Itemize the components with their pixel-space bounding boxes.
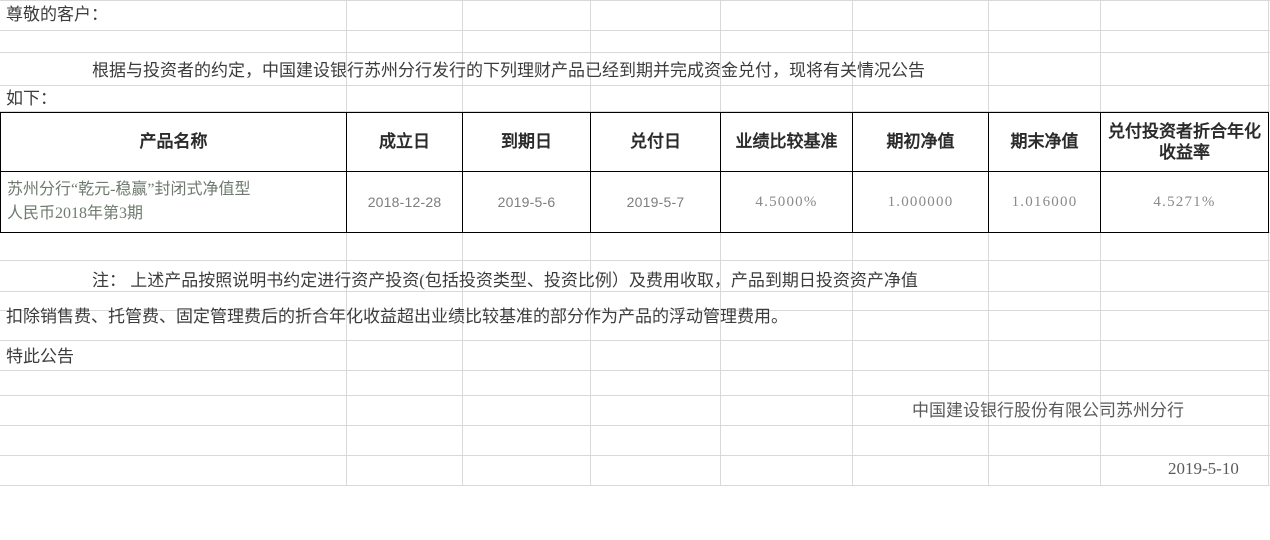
cell-initial-nav: 1.000000 [852, 171, 989, 233]
grid-row-line [0, 52, 1270, 53]
note-line2: 扣除销售费、托管费、固定管理费后的折合年化收益超出业绩比较基准的部分作为产品的浮… [6, 307, 788, 326]
grid-row-line [0, 310, 1270, 311]
table-row: 苏州分行“乾元-稳赢”封闭式净值型 人民币2018年第3期 2018-12-28… [0, 171, 1269, 233]
greeting-text: 尊敬的客户： [6, 5, 108, 24]
cell-maturity-date: 2019-5-6 [462, 171, 591, 233]
grid-col-line [590, 0, 591, 485]
grid-row-line [0, 340, 1270, 341]
header-benchmark: 业绩比较基准 [720, 112, 853, 172]
intro-paragraph-line1: 根据与投资者的约定，中国建设银行苏州分行发行的下列理财产品已经到期并完成资金兑付… [92, 61, 925, 80]
cell-product-name: 苏州分行“乾元-稳赢”封闭式净值型 人民币2018年第3期 [0, 171, 347, 233]
grid-col-line [988, 0, 989, 485]
grid-row-line [0, 370, 1270, 371]
cell-benchmark: 4.5000% [720, 171, 853, 233]
product-table: 产品名称 成立日 到期日 兑付日 业绩比较基准 期初净值 期末净值 兑付投资者折… [0, 112, 1269, 233]
intro-paragraph-line2: 如下： [6, 89, 57, 108]
header-final-nav: 期末净值 [988, 112, 1101, 172]
grid-row-line [0, 85, 1270, 86]
grid-row-line [0, 395, 1270, 396]
document-date: 2019-5-10 [1168, 459, 1239, 478]
grid-row-line [0, 0, 1270, 1]
grid-row-line [0, 232, 1270, 233]
grid-col-line [720, 0, 721, 485]
grid-row-line [0, 455, 1270, 456]
note-line1: 注： 上述产品按照说明书约定进行资产投资(包括投资类型、投资比例）及费用收取，产… [92, 271, 918, 290]
header-product-name: 产品名称 [0, 112, 347, 172]
table-header-row: 产品名称 成立日 到期日 兑付日 业绩比较基准 期初净值 期末净值 兑付投资者折… [0, 112, 1269, 172]
cell-payment-date: 2019-5-7 [590, 171, 721, 233]
note-line3: 特此公告 [6, 347, 74, 366]
header-maturity-date: 到期日 [462, 112, 591, 172]
grid-row-line [0, 291, 1270, 292]
header-establish-date: 成立日 [346, 112, 463, 172]
grid-col-line [346, 0, 347, 485]
cell-annualized-yield: 4.5271% [1100, 171, 1269, 233]
header-annualized-yield: 兑付投资者折合年化收益率 [1100, 112, 1269, 172]
signature-text: 中国建设银行股份有限公司苏州分行 [912, 401, 1184, 420]
grid-col-line [462, 0, 463, 485]
grid-col-line [1268, 0, 1269, 485]
grid-col-line [852, 0, 853, 485]
cell-final-nav: 1.016000 [988, 171, 1101, 233]
grid-row-line [0, 425, 1270, 426]
grid-col-line [1100, 0, 1101, 485]
cell-establish-date: 2018-12-28 [346, 171, 463, 233]
grid-row-line [0, 260, 1270, 261]
grid-row-line [0, 111, 1270, 112]
header-payment-date: 兑付日 [590, 112, 721, 172]
header-initial-nav: 期初净值 [852, 112, 989, 172]
grid-row-line [0, 30, 1270, 31]
grid-row-line [0, 485, 1270, 486]
